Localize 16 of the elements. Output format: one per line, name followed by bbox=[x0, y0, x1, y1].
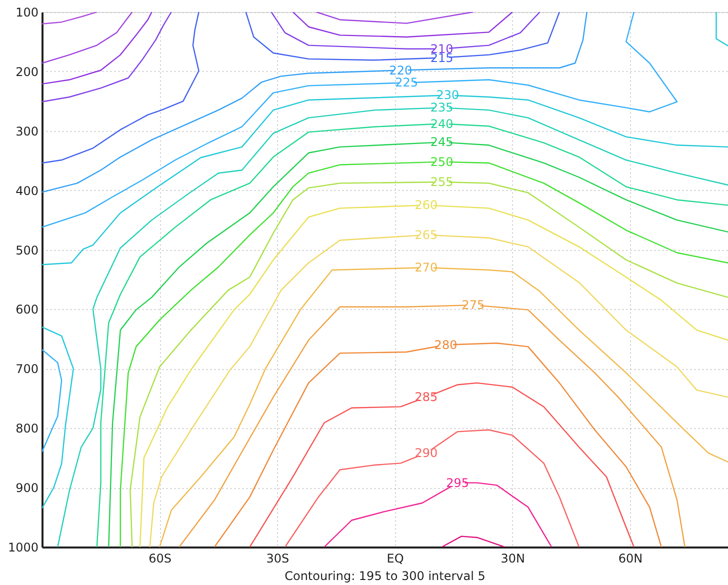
x-tick-label: 30N bbox=[500, 552, 526, 566]
x-tick-label: 30S bbox=[266, 552, 290, 566]
y-tick-label: 300 bbox=[16, 124, 38, 138]
y-tick-label: 200 bbox=[16, 64, 38, 79]
x-tick-label: EQ bbox=[386, 552, 404, 566]
x-tick-label: 60S bbox=[148, 552, 172, 566]
y-tick-label: 600 bbox=[16, 302, 38, 317]
y-tick-label: 100 bbox=[16, 6, 38, 20]
y-tick-label: 400 bbox=[16, 184, 38, 198]
x-tick-label: 60N bbox=[618, 552, 643, 566]
y-tick-label: 700 bbox=[16, 362, 38, 376]
text: Contouring: 195 to 300 interval 5 bbox=[284, 569, 486, 583]
y-tick-label: 900 bbox=[16, 481, 38, 496]
y-tick-label: 500 bbox=[16, 243, 38, 258]
y-tick-label: 1000 bbox=[8, 540, 38, 554]
y-tick-label: 800 bbox=[16, 422, 38, 436]
